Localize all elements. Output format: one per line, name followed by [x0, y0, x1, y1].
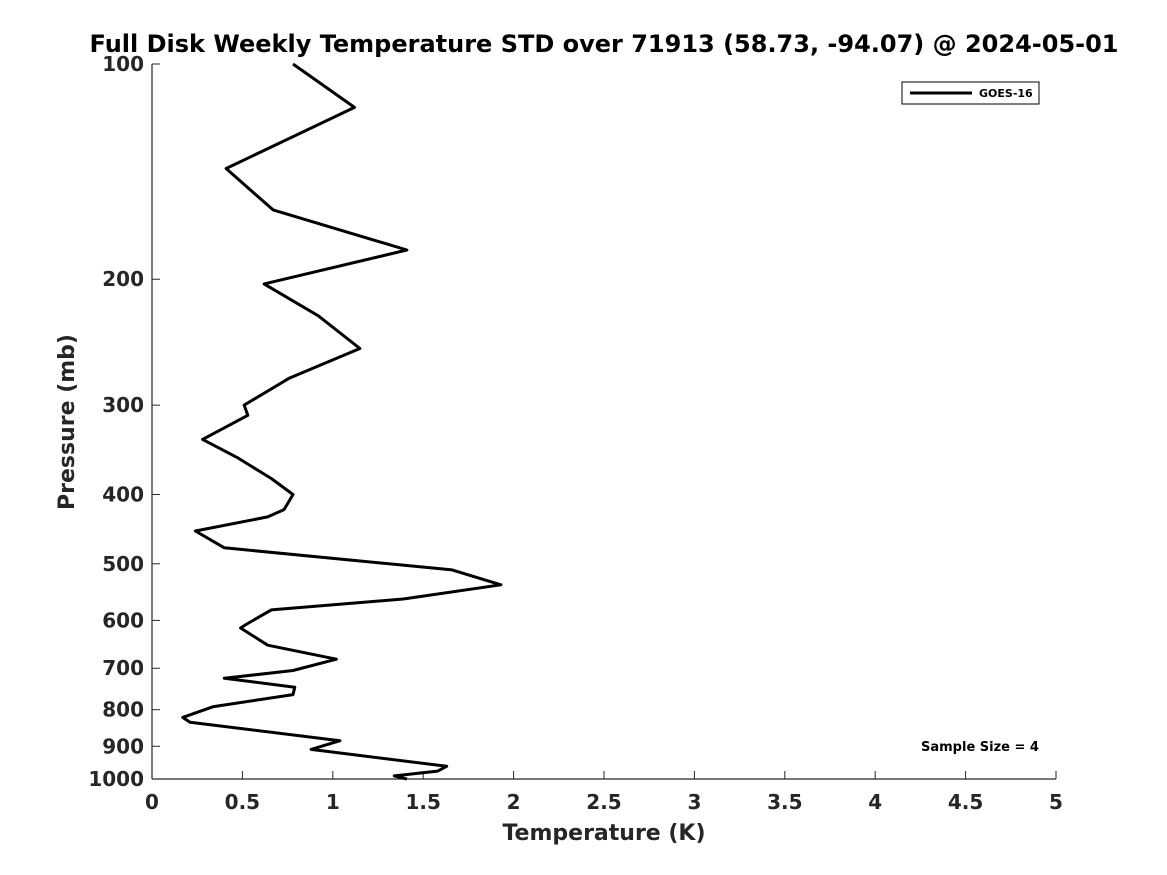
x-axis-label: Temperature (K) — [502, 821, 705, 846]
x-tick-label: 0.5 — [225, 790, 260, 814]
x-tick-label: 1.5 — [405, 790, 440, 814]
y-tick-label: 600 — [102, 608, 144, 632]
x-tick-label: 0 — [145, 790, 159, 814]
x-ticks: 0 0.5 1 1.5 2 2.5 3 3.5 4 4.5 5 — [145, 771, 1063, 814]
plot-area — [152, 64, 1056, 779]
y-axis-label: Pressure (mb) — [55, 334, 80, 510]
x-tick-label: 2.5 — [586, 790, 621, 814]
series-line-goes-16 — [181, 62, 503, 781]
y-tick-label: 100 — [102, 52, 144, 76]
x-tick-label: 3 — [687, 790, 701, 814]
x-tick-label: 4.5 — [948, 790, 983, 814]
y-tick-label: 900 — [102, 734, 144, 758]
y-ticks: 100 200 300 400 500 600 700 800 900 1000 — [88, 52, 160, 791]
x-tick-label: 3.5 — [767, 790, 802, 814]
series-layer — [181, 62, 503, 781]
legend: GOES-16 — [901, 81, 1040, 105]
x-tick-label: 2 — [507, 790, 521, 814]
x-tick-label: 1 — [326, 790, 340, 814]
x-tick-label: 4 — [868, 790, 882, 814]
y-tick-label: 700 — [102, 656, 144, 680]
legend-label-goes-16: GOES-16 — [979, 87, 1033, 100]
y-tick-label: 400 — [102, 482, 144, 506]
sample-size-annotation: Sample Size = 4 — [921, 740, 1039, 755]
y-tick-label: 300 — [102, 393, 144, 417]
chart-title: Full Disk Weekly Temperature STD over 71… — [90, 30, 1119, 58]
x-tick-label: 5 — [1049, 790, 1063, 814]
y-tick-label: 200 — [102, 267, 144, 291]
y-tick-label: 800 — [102, 698, 144, 722]
y-tick-label: 1000 — [88, 767, 144, 791]
y-tick-label: 500 — [102, 552, 144, 576]
